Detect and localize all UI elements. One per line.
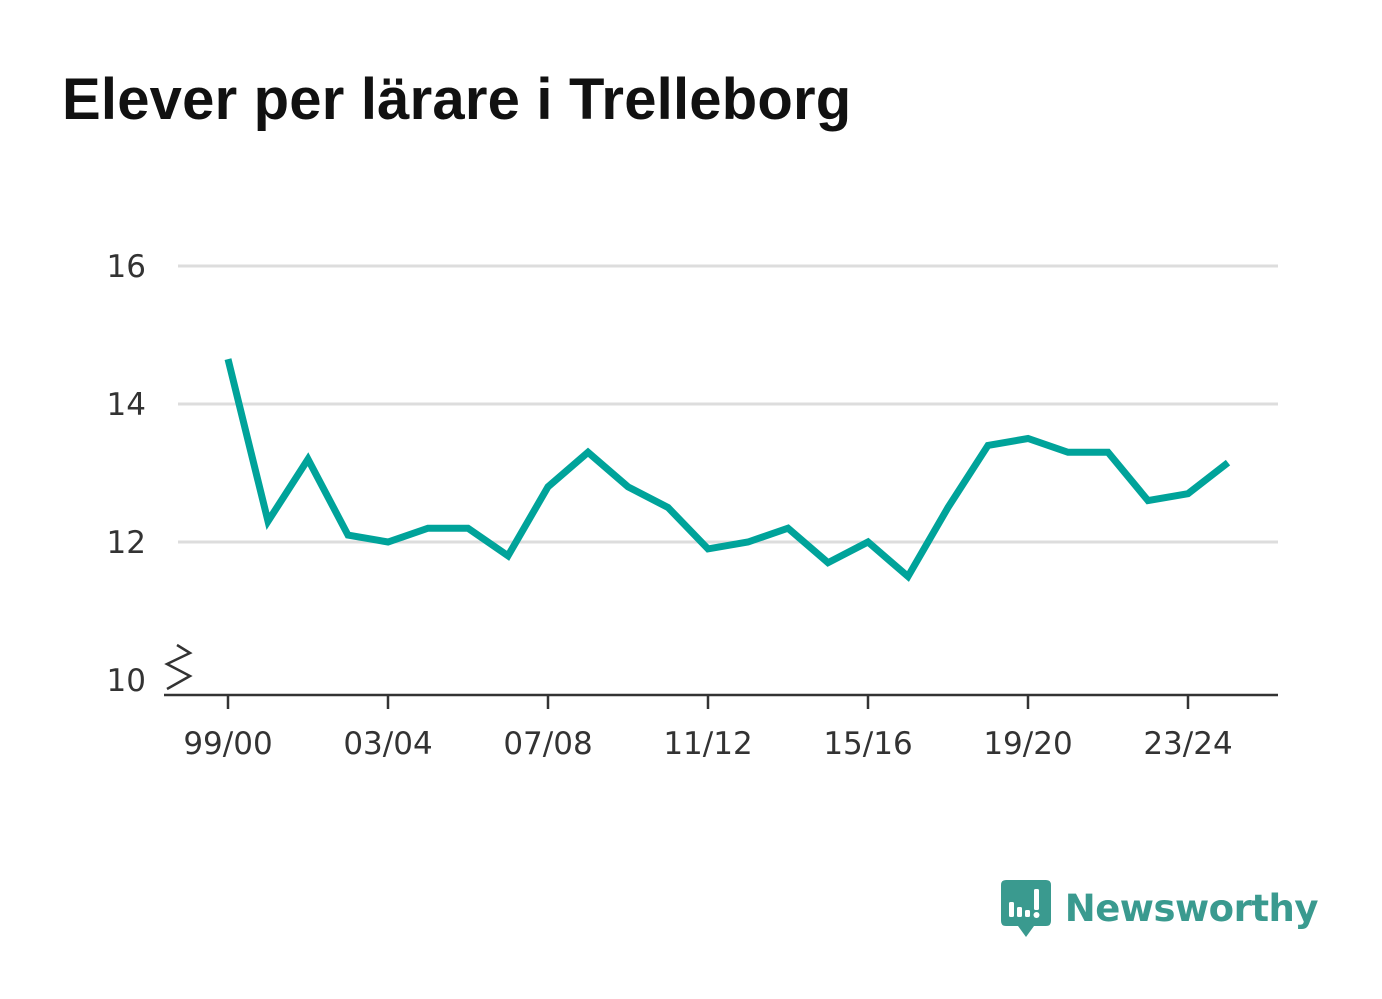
y-tick-label: 16 — [107, 249, 146, 285]
y-tick-label: 14 — [107, 387, 146, 423]
x-tick-label: 15/16 — [823, 726, 912, 762]
x-tick-label: 23/24 — [1143, 726, 1232, 762]
gridlines — [178, 264, 1278, 544]
x-tick-label: 07/08 — [503, 726, 592, 762]
newsworthy-logo-icon — [1000, 880, 1051, 937]
axes: 10 12 14 16 99/00 03/04 07/08 11/12 15/16 19/20 23… — [107, 249, 1278, 762]
y-tick-label: 10 — [107, 663, 146, 699]
chart-title: Elever per lärare i Trelleborg — [62, 67, 852, 132]
x-tick-label: 99/00 — [183, 726, 272, 762]
y-tick-label: 12 — [107, 525, 146, 561]
x-tick-label: 11/12 — [663, 726, 752, 762]
y-axis-break-icon — [164, 643, 193, 691]
series — [224, 358, 1231, 582]
x-tick-label: 19/20 — [983, 726, 1072, 762]
series-line — [224, 358, 1231, 582]
newsworthy-brand: Newsworthy — [1000, 880, 1319, 938]
brand-name: Newsworthy — [1064, 887, 1319, 930]
x-tick-label: 03/04 — [343, 726, 432, 762]
